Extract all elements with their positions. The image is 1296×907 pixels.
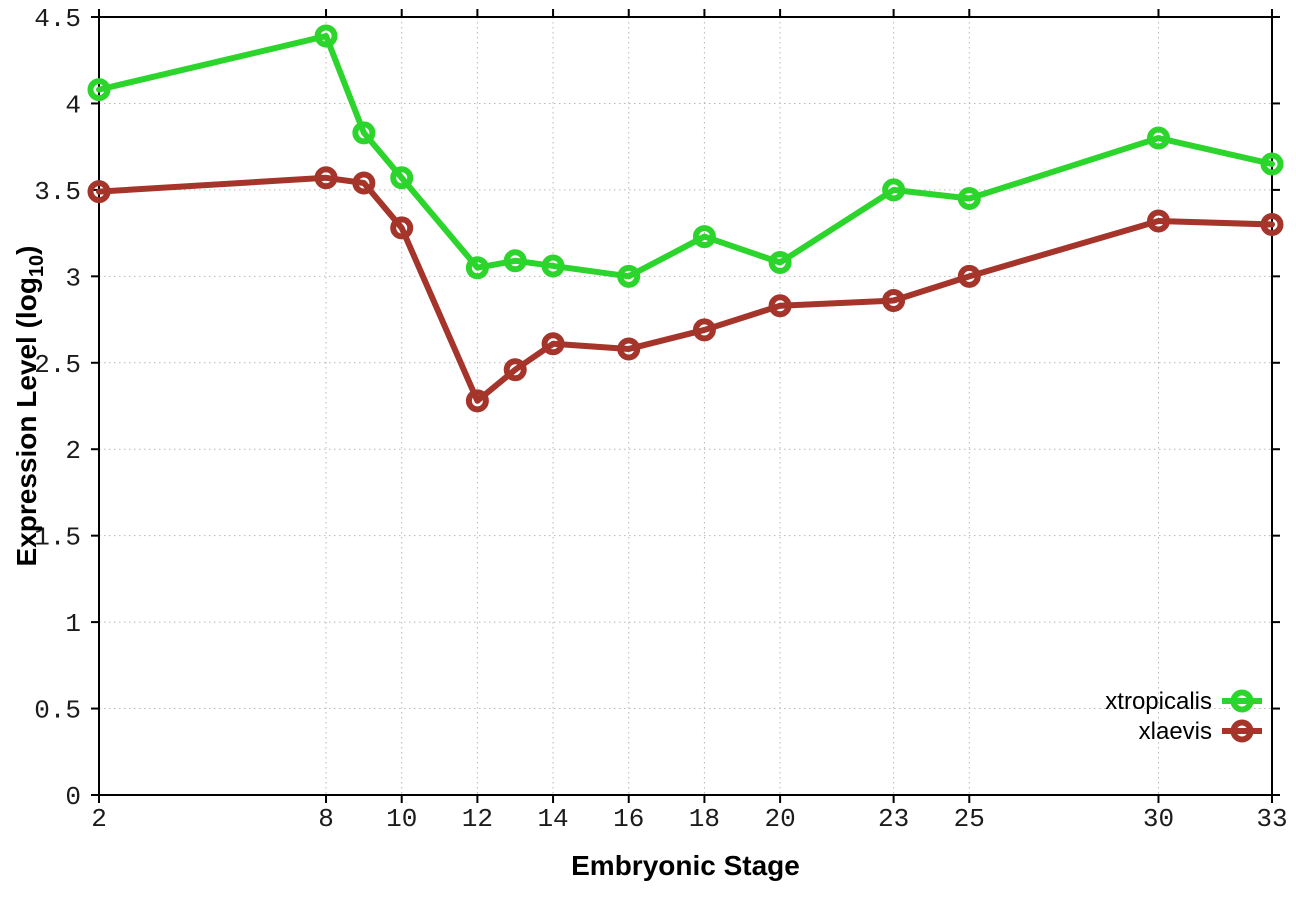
data-point-marker-xlaevis <box>617 337 641 361</box>
data-point-marker-xtropicalis <box>768 251 792 275</box>
data-point-marker-xtropicalis <box>390 166 414 190</box>
data-point-marker-xtropicalis <box>1260 152 1284 176</box>
y-tick-label: 1.5 <box>34 523 81 553</box>
data-point-marker-xlaevis <box>352 171 376 195</box>
y-tick-label: 2 <box>65 436 81 466</box>
data-point-marker-xtropicalis <box>692 225 716 249</box>
x-tick-label: 10 <box>386 804 417 834</box>
y-axis-title: Expression Level (log10) <box>11 246 48 567</box>
data-point-marker-xlaevis <box>1260 212 1284 236</box>
x-tick-label: 14 <box>537 804 568 834</box>
data-point-marker-xtropicalis <box>617 264 641 288</box>
x-tick-label: 33 <box>1256 804 1287 834</box>
y-tick-label: 3.5 <box>34 177 81 207</box>
y-tick-label: 2.5 <box>34 350 81 380</box>
data-point-marker-xlaevis <box>957 264 981 288</box>
x-tick-label: 18 <box>689 804 720 834</box>
data-point-marker-xtropicalis <box>1146 126 1170 150</box>
x-tick-label: 2 <box>91 804 107 834</box>
data-point-marker-xtropicalis <box>503 249 527 273</box>
y-tick-label: 0 <box>65 782 81 812</box>
x-tick-label: 20 <box>764 804 795 834</box>
legend-sample-marker-xlaevis <box>1230 719 1254 743</box>
x-tick-label: 12 <box>462 804 493 834</box>
x-tick-label: 8 <box>318 804 334 834</box>
legend-sample-marker-xtropicalis <box>1230 689 1254 713</box>
data-point-marker-xtropicalis <box>957 187 981 211</box>
data-point-marker-xlaevis <box>692 318 716 342</box>
data-point-marker-xtropicalis <box>465 256 489 280</box>
data-point-marker-xlaevis <box>541 332 565 356</box>
legend-label-xlaevis: xlaevis <box>1139 718 1212 745</box>
data-point-marker-xlaevis <box>390 216 414 240</box>
data-point-marker-xlaevis <box>882 289 906 313</box>
x-tick-label: 25 <box>954 804 985 834</box>
x-tick-label: 16 <box>613 804 644 834</box>
data-point-marker-xlaevis <box>1146 209 1170 233</box>
legend-label-xtropicalis: xtropicalis <box>1105 688 1212 715</box>
x-tick-label: 30 <box>1143 804 1174 834</box>
y-tick-label: 4 <box>65 90 81 120</box>
data-point-marker-xtropicalis <box>882 178 906 202</box>
data-point-marker-xtropicalis <box>352 121 376 145</box>
x-tick-label: 23 <box>878 804 909 834</box>
plot-border <box>98 16 1273 796</box>
y-tick-label: 4.5 <box>34 4 81 34</box>
data-point-marker-xtropicalis <box>541 254 565 278</box>
data-point-marker-xlaevis <box>87 180 111 204</box>
data-point-marker-xtropicalis <box>87 78 111 102</box>
y-tick-label: 1 <box>65 609 81 639</box>
y-tick-label: 3 <box>65 263 81 293</box>
x-axis-title: Embryonic Stage <box>571 850 800 881</box>
data-point-marker-xlaevis <box>314 166 338 190</box>
y-tick-label: 0.5 <box>34 696 81 726</box>
data-point-marker-xlaevis <box>465 389 489 413</box>
data-point-marker-xlaevis <box>768 294 792 318</box>
data-point-marker-xtropicalis <box>314 24 338 48</box>
data-point-marker-xlaevis <box>503 358 527 382</box>
